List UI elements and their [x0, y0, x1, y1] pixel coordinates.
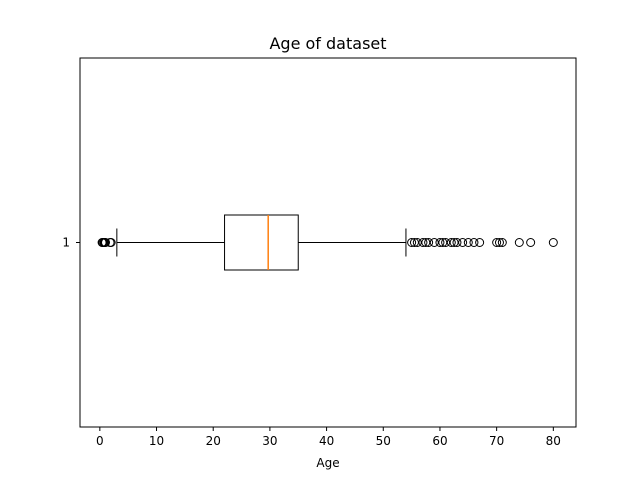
x-tick-label: 10 [149, 434, 164, 448]
outlier-point [412, 238, 422, 247]
x-tick-label: 20 [206, 434, 221, 448]
outlier-point [514, 238, 524, 247]
outlier-point [458, 238, 468, 247]
outlier-point [429, 238, 439, 247]
x-tick-label: 60 [432, 434, 447, 448]
x-tick-label: 70 [489, 434, 504, 448]
outlier-point [446, 238, 456, 247]
outlier-point [497, 238, 507, 247]
outlier-point [469, 238, 479, 247]
outlier-point [435, 238, 445, 247]
outlier-point [494, 238, 504, 247]
x-tick-label: 40 [319, 434, 334, 448]
outlier-point [421, 238, 431, 247]
iqr-box [224, 214, 299, 271]
outlier-point [418, 238, 428, 247]
outlier-point [101, 238, 111, 247]
x-tick-label: 0 [96, 434, 104, 448]
outlier-point [548, 238, 558, 247]
outlier-point [438, 238, 448, 247]
outlier-point [106, 238, 116, 247]
plot-frame [79, 57, 577, 428]
outlier-point [424, 238, 434, 247]
y-tick-label: 1 [62, 236, 70, 250]
outlier-point [526, 238, 536, 247]
outlier-point [449, 238, 459, 247]
x-axis-label: Age [316, 456, 339, 470]
outlier-point [492, 238, 502, 247]
x-tick-label: 50 [376, 434, 391, 448]
outlier-point [409, 238, 419, 247]
chart-title: Age of dataset [269, 34, 386, 53]
plot-area: 0 10 20 30 40 50 60 70 80 1 [62, 214, 561, 448]
x-tick-label: 30 [262, 434, 277, 448]
outlier-point [475, 238, 485, 247]
outlier-point [452, 238, 462, 247]
outlier-point [407, 238, 417, 247]
x-tick-label: 80 [546, 434, 561, 448]
outlier-point [441, 238, 451, 247]
outlier-point [463, 238, 473, 247]
